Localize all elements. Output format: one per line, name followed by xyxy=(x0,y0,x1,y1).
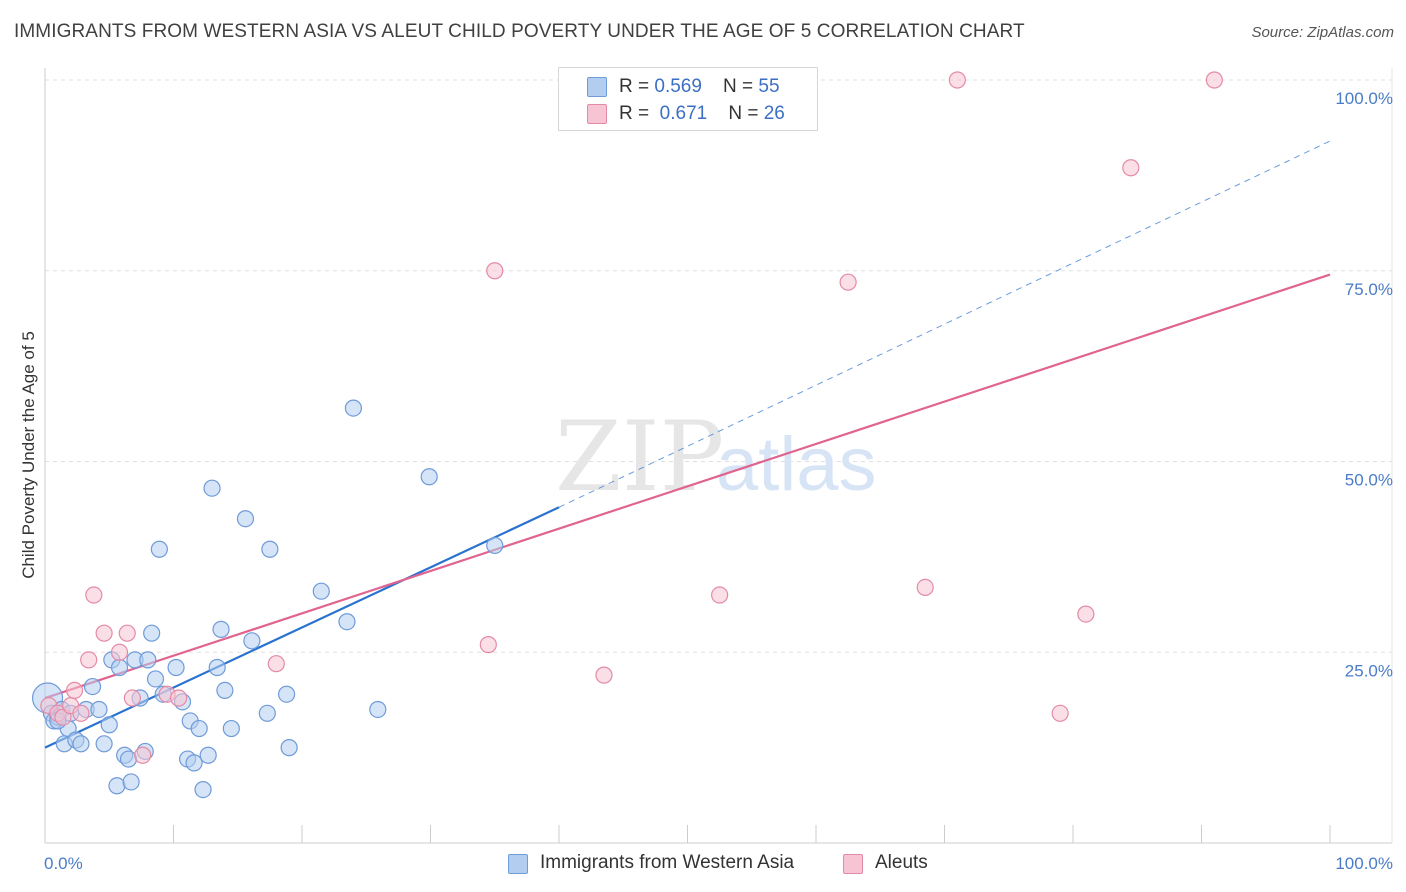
blue-data-point xyxy=(143,624,161,642)
blue-data-point xyxy=(110,658,129,677)
blue-data-point xyxy=(420,468,438,486)
source-credit: Source: ZipAtlas.com xyxy=(1251,24,1394,41)
y-tick-label: 50.0% xyxy=(1345,471,1393,490)
blue-data-point xyxy=(146,670,165,688)
watermark: ZIP atlas xyxy=(555,401,877,513)
legend-text-blue: R = 0.569 N = 55 xyxy=(619,76,780,98)
blue-data-point xyxy=(119,750,138,768)
pink-data-point xyxy=(118,624,136,642)
blue-data-point xyxy=(486,536,504,555)
data-points xyxy=(31,71,1223,799)
blue-trend-line xyxy=(44,506,560,749)
pink-data-point xyxy=(72,704,90,722)
grid-lines xyxy=(45,79,1392,653)
bottom-legend-swatch-pink xyxy=(843,854,863,874)
blue-data-point xyxy=(90,700,108,719)
bottom-legend-swatch-blue xyxy=(508,854,528,874)
pink-data-point xyxy=(1122,159,1140,177)
legend-text-pink: R = 0.671 N = 26 xyxy=(619,103,785,125)
blue-data-point xyxy=(243,632,261,650)
pink-data-point xyxy=(123,689,141,707)
legend-swatch-blue xyxy=(587,77,607,97)
pink-data-point xyxy=(1205,71,1223,89)
pink-data-point xyxy=(170,689,188,707)
pink-data-point xyxy=(916,578,934,596)
blue-data-point xyxy=(167,658,185,677)
y-tick-label: 25.0% xyxy=(1345,661,1393,680)
blue-data-point xyxy=(72,735,90,753)
x-tick-label: 100.0% xyxy=(1335,854,1393,873)
blue-data-point xyxy=(199,746,217,764)
pink-data-point xyxy=(839,273,857,291)
blue-data-point xyxy=(312,582,330,600)
blue-data-point xyxy=(222,719,240,738)
y-tick-label: 100.0% xyxy=(1335,89,1393,108)
trend-lines xyxy=(44,140,1331,749)
blue-data-point xyxy=(216,681,234,700)
chart-title: IMMIGRANTS FROM WESTERN ASIA VS ALEUT CH… xyxy=(14,21,1025,42)
pink-data-point xyxy=(95,624,113,642)
blue-data-point xyxy=(208,658,226,677)
blue-data-point xyxy=(280,739,298,757)
y-tick-label: 75.0% xyxy=(1345,280,1393,299)
tick-labels: 25.0% 50.0% 75.0% 100.0% 0.0% 100.0% xyxy=(44,89,1393,873)
blue-data-point xyxy=(236,510,255,528)
blue-data-point xyxy=(150,540,168,558)
x-tick-label: 0.0% xyxy=(44,854,83,873)
blue-data-point xyxy=(338,613,356,631)
blue-data-point xyxy=(122,773,140,791)
pink-data-point xyxy=(711,586,729,604)
legend-r-value: 0.569 xyxy=(654,76,702,97)
pink-data-point xyxy=(110,643,129,661)
blue-data-point xyxy=(212,620,230,638)
bottom-legend-label-blue: Immigrants from Western Asia xyxy=(540,852,795,873)
blue-data-point xyxy=(258,704,276,722)
pink-data-point xyxy=(948,71,966,89)
legend-n-label: N = xyxy=(723,76,759,97)
legend-r-label: R = xyxy=(619,103,655,124)
blue-data-point xyxy=(108,777,126,795)
pink-data-point xyxy=(65,681,84,700)
legend-r-label: R = xyxy=(619,76,655,97)
blue-data-point xyxy=(95,735,113,753)
bottom-legend-label-pink: Aleuts xyxy=(875,852,928,873)
y-axis-label: Child Poverty Under the Age of 5 xyxy=(19,331,38,579)
pink-data-point xyxy=(85,586,103,604)
legend-n-value: 55 xyxy=(758,76,780,97)
blue-data-point xyxy=(139,651,157,669)
pink-data-point xyxy=(479,636,497,654)
legend-n-label: N = xyxy=(728,103,764,124)
pink-data-point xyxy=(486,262,504,280)
pink-trend-line xyxy=(44,273,1331,700)
pink-data-point xyxy=(1077,605,1095,623)
pink-data-point xyxy=(80,651,98,669)
blue-data-point xyxy=(369,700,387,719)
blue-data-point xyxy=(190,719,208,738)
blue-data-point xyxy=(83,677,102,696)
blue-data-point xyxy=(203,479,221,497)
blue-data-point xyxy=(100,716,118,734)
legend-n-value: 26 xyxy=(763,103,785,124)
blue-data-point xyxy=(185,754,203,772)
legend-r-value: 0.671 xyxy=(659,103,708,124)
legend-swatch-pink xyxy=(587,104,607,124)
watermark-zip: ZIP xyxy=(555,401,724,513)
pink-data-point xyxy=(134,746,152,764)
axes xyxy=(44,68,1393,844)
blue-data-point xyxy=(194,780,212,799)
blue-data-point xyxy=(344,399,362,417)
correlation-legend: R = 0.569 N = 55 R = 0.671 N = 26 xyxy=(558,67,818,131)
pink-data-point xyxy=(1051,704,1069,722)
blue-data-point xyxy=(261,540,279,558)
pink-data-point xyxy=(595,666,613,684)
blue-data-point xyxy=(277,685,296,703)
watermark-atlas: atlas xyxy=(716,422,877,507)
pink-data-point xyxy=(267,655,285,673)
